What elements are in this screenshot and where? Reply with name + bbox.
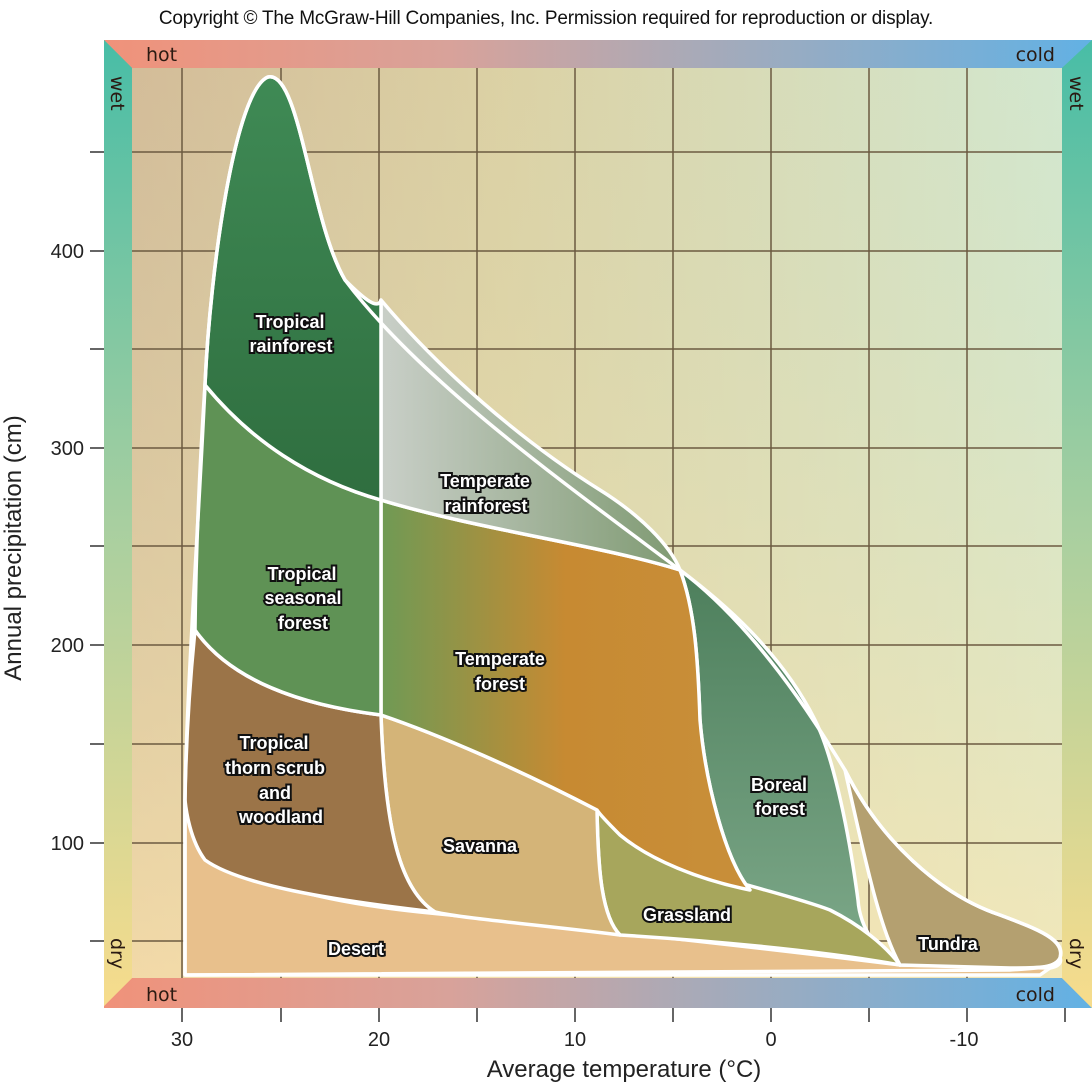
y-axis-title: Annual precipitation (cm) xyxy=(0,415,27,680)
x-tick-30: 30 xyxy=(171,1029,193,1051)
y-tick-300: 300 xyxy=(51,438,84,460)
y-tick-200: 200 xyxy=(51,635,84,657)
x-axis-title: Average temperature (°C) xyxy=(487,1056,762,1083)
copyright-notice: Copyright © The McGraw-Hill Companies, I… xyxy=(158,8,934,29)
top-temperature-band: hot cold xyxy=(104,40,1092,68)
label-tropical-seasonal-forest-2: seasonal xyxy=(264,588,341,608)
label-tropical-rainforest-1: Tropical xyxy=(255,312,324,332)
left-dry-label: dry xyxy=(106,938,128,969)
label-tropical-seasonal-forest-1: Tropical xyxy=(267,564,336,584)
label-boreal-forest-2: forest xyxy=(755,799,805,819)
label-tropical-thorn-scrub-4: woodland xyxy=(238,807,323,827)
y-tick-400: 400 xyxy=(51,241,84,263)
x-axis: 30 20 10 0 -10 Average temperature (°C) xyxy=(171,1008,1066,1083)
bottom-hot-label: hot xyxy=(146,984,177,1006)
bottom-temperature-band: hot cold xyxy=(104,978,1092,1008)
region-temperate-rainforest xyxy=(379,298,682,572)
y-tick-100: 100 xyxy=(51,833,84,855)
label-savanna: Savanna xyxy=(443,836,518,856)
left-wet-label: wet xyxy=(106,76,128,111)
label-temperate-forest-1: Temperate xyxy=(455,649,545,669)
biome-outline xyxy=(183,75,1063,977)
top-hot-label: hot xyxy=(146,44,177,66)
right-precipitation-band: wet dry xyxy=(1062,40,1092,1008)
x-tick-minus10: -10 xyxy=(950,1029,979,1051)
x-tick-0: 0 xyxy=(765,1029,776,1051)
y-axis: 400 300 200 100 Annual precipitation (cm… xyxy=(0,151,104,942)
bottom-cold-label: cold xyxy=(1016,984,1055,1006)
label-desert: Desert xyxy=(328,939,384,959)
right-dry-label: dry xyxy=(1065,938,1087,969)
label-tropical-seasonal-forest-3: forest xyxy=(278,613,328,633)
label-temperate-rainforest-2: rainforest xyxy=(444,496,527,516)
label-grassland: Grassland xyxy=(643,905,731,925)
label-temperate-rainforest-1: Temperate xyxy=(440,471,530,491)
right-wet-label: wet xyxy=(1065,76,1087,111)
x-tick-20: 20 xyxy=(368,1029,390,1051)
biome-regions xyxy=(183,75,1063,977)
biome-labels: Tropical rainforest Temperate rainforest… xyxy=(223,310,981,961)
label-tropical-rainforest-2: rainforest xyxy=(249,336,332,356)
left-precipitation-band: wet dry xyxy=(104,40,132,1006)
label-tundra: Tundra xyxy=(918,934,979,954)
label-temperate-forest-2: forest xyxy=(475,674,525,694)
top-cold-label: cold xyxy=(1016,44,1055,66)
label-boreal-forest-1: Boreal xyxy=(751,775,807,795)
label-tropical-thorn-scrub-1: Tropical xyxy=(239,733,308,753)
label-tropical-thorn-scrub-2: thorn scrub xyxy=(225,758,325,778)
label-tropical-thorn-scrub-3: and xyxy=(259,783,291,803)
x-tick-10: 10 xyxy=(564,1029,586,1051)
